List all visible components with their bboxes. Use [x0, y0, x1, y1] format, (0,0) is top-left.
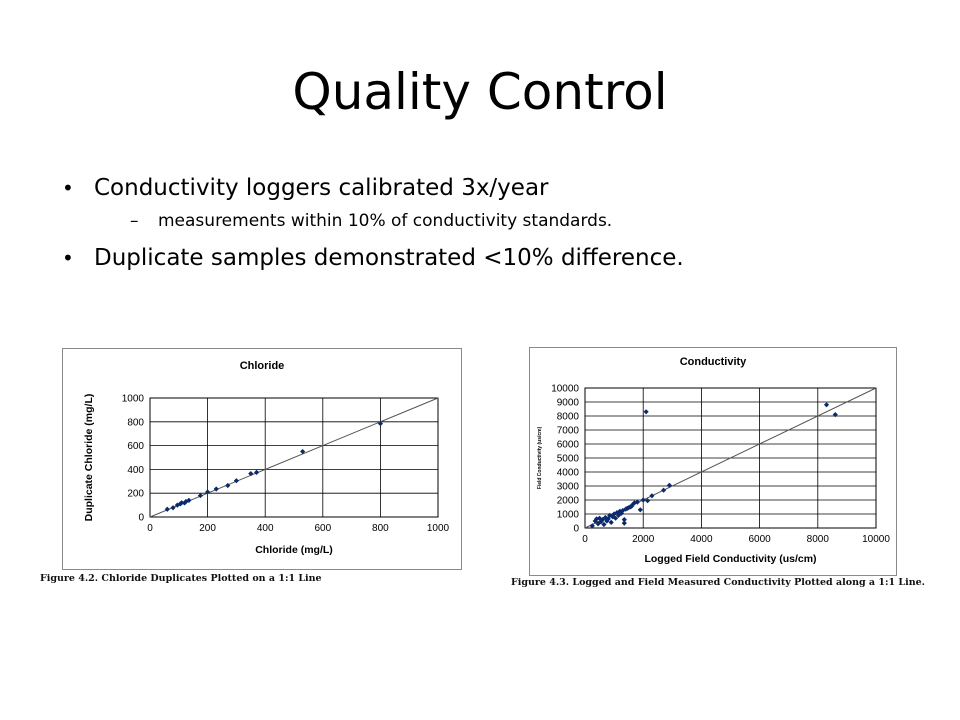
- x-tick-label: 4000: [690, 534, 713, 545]
- x-tick-label: 0: [147, 523, 153, 534]
- sub-bullet-item: – measurements within 10% of conductivit…: [130, 208, 942, 234]
- y-tick-label: 0: [138, 513, 144, 524]
- chart-title: Chloride: [240, 360, 285, 372]
- x-tick-label: 8000: [807, 534, 830, 545]
- x-tick-label: 0: [582, 534, 588, 545]
- bullet-glyph: •: [62, 176, 74, 200]
- y-tick-label: 1000: [557, 510, 580, 521]
- x-tick-label: 6000: [748, 534, 771, 545]
- y-axis-title: Field Conductivity (us/cm): [537, 426, 543, 489]
- data-point: [644, 498, 651, 504]
- y-tick-label: 4000: [557, 468, 580, 479]
- data-point: [660, 487, 667, 493]
- data-point: [605, 516, 611, 522]
- y-tick-label: 6000: [557, 440, 580, 451]
- data-point: [181, 500, 188, 506]
- x-tick-label: 1000: [427, 523, 450, 534]
- y-tick-label: 600: [127, 441, 144, 452]
- data-point: [205, 489, 211, 495]
- chloride-caption: Figure 4.2. Chloride Duplicates Plotted …: [40, 573, 322, 584]
- chloride-figure: Chloride 0 200 400 600 800 1000 0 200 400 600 800 10…: [62, 348, 462, 570]
- conductivity-caption: Figure 4.3. Logged and Field Measured Co…: [511, 577, 925, 588]
- y-tick-label: 400: [127, 465, 144, 476]
- y-tick-label: 0: [573, 524, 579, 535]
- data-point: [612, 515, 619, 521]
- chloride-chart: Chloride 0 200 400 600 800 1000 0 200 400 600 800 10…: [62, 348, 462, 570]
- data-point: [823, 402, 830, 408]
- x-tick-label: 2000: [632, 534, 655, 545]
- data-point: [620, 507, 626, 514]
- bullet-list: • Conductivity loggers calibrated 3x/yea…: [62, 172, 942, 274]
- data-point: [253, 469, 260, 475]
- x-axis-title: Chloride (mg/L): [255, 544, 333, 556]
- y-tick-label: 800: [127, 417, 144, 428]
- bullet-text: Duplicate samples demonstrated <10% diff…: [94, 245, 684, 271]
- bullet-glyph: •: [62, 246, 74, 270]
- y-tick-label: 1000: [122, 394, 145, 405]
- data-point: [377, 420, 383, 427]
- conductivity-chart: Conductivity 0 2000 4000 6000 8000 10000 0 1000 2…: [529, 347, 897, 576]
- sub-bullet-text: measurements within 10% of conductivity …: [158, 211, 613, 231]
- y-tick-label: 5000: [557, 454, 580, 465]
- y-tick-label: 3000: [557, 482, 580, 493]
- x-tick-label: 400: [257, 523, 274, 534]
- y-tick-label: 10000: [551, 384, 579, 395]
- data-point: [628, 503, 635, 509]
- x-tick-label: 10000: [862, 534, 890, 545]
- data-point: [631, 500, 638, 506]
- y-tick-label: 2000: [557, 496, 580, 507]
- bullet-text: Conductivity loggers calibrated 3x/year: [94, 175, 549, 201]
- y-axis-title: Duplicate Chloride (mg/L): [83, 394, 95, 522]
- data-point: [592, 518, 598, 524]
- slide-title: Quality Control: [292, 63, 668, 121]
- conductivity-figure: Conductivity 0 2000 4000 6000 8000 10000 0 1000 2…: [529, 347, 897, 576]
- one-to-one-line: [149, 397, 439, 518]
- sub-bullet-glyph: –: [130, 211, 139, 231]
- x-tick-label: 200: [199, 523, 216, 534]
- bullet-item: • Conductivity loggers calibrated 3x/yea…: [62, 172, 942, 204]
- data-point: [596, 515, 603, 521]
- bullet-item: • Duplicate samples demonstrated <10% di…: [62, 242, 942, 274]
- x-tick-label: 800: [372, 523, 389, 534]
- x-tick-label: 600: [314, 523, 331, 534]
- x-axis-title: Logged Field Conductivity (us/cm): [644, 553, 816, 565]
- y-tick-label: 8000: [557, 412, 580, 423]
- y-tick-label: 7000: [557, 426, 580, 437]
- data-point: [598, 519, 604, 525]
- data-point: [640, 497, 646, 503]
- y-tick-label: 9000: [557, 398, 580, 409]
- y-tick-label: 200: [127, 489, 144, 500]
- chart-title: Conductivity: [680, 356, 747, 368]
- data-point: [183, 498, 189, 505]
